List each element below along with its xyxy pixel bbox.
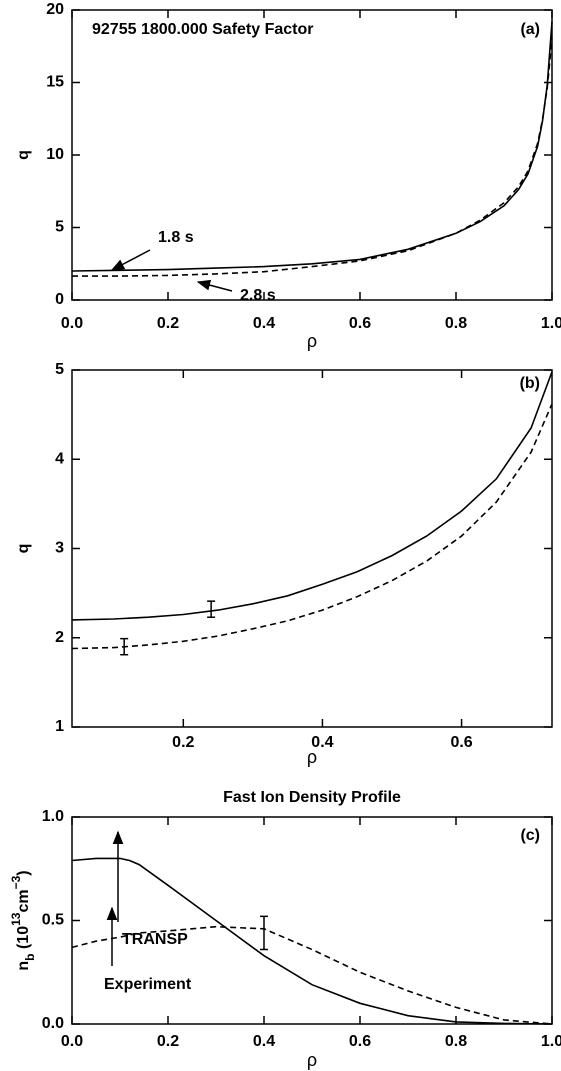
y-axis-label-part: cm — [15, 889, 32, 912]
panel-label: (a) — [520, 21, 540, 38]
x-tick-label: 0.8 — [445, 1033, 467, 1050]
series-line — [71, 21, 553, 272]
y-tick-label: 5 — [55, 219, 64, 236]
y-axis-label-part: n — [15, 961, 32, 971]
y-axis-label-part: ) — [15, 870, 32, 875]
error-bar — [120, 637, 129, 656]
x-tick-label: 0.6 — [349, 1033, 371, 1050]
y-tick-label: 0.5 — [42, 912, 64, 929]
error-bar — [207, 600, 216, 618]
x-tick-label: 0.2 — [157, 1033, 179, 1050]
annotation-arrow — [196, 279, 233, 292]
series-line — [71, 403, 553, 650]
y-tick-label: 3 — [55, 540, 64, 557]
y-tick-label: 0.0 — [42, 1015, 64, 1032]
x-axis-label: ρ — [307, 747, 317, 767]
y-axis-label-part: 13 — [9, 912, 23, 926]
y-tick-label: 2 — [55, 629, 64, 646]
x-tick-label: 0.6 — [349, 315, 371, 332]
panel-label: (c) — [520, 827, 540, 844]
series-label: 1.8 s — [158, 229, 194, 246]
series-label: Experiment — [104, 976, 192, 993]
y-axis-label: q — [15, 544, 32, 554]
y-tick-label: 5 — [55, 361, 64, 378]
x-tick-label: 1.0 — [541, 1033, 561, 1050]
x-axis-label: ρ — [307, 1050, 317, 1070]
x-axis-label: ρ — [307, 331, 317, 351]
plot-frame — [71, 9, 553, 301]
y-axis-label-part: (10 — [15, 926, 32, 954]
y-tick-label: 0 — [55, 291, 64, 308]
x-tick-label: 1.0 — [541, 315, 561, 332]
x-tick-label: 0.6 — [450, 734, 472, 751]
x-tick-label: 0.4 — [311, 734, 333, 751]
series-label: TRANSP — [122, 931, 188, 948]
panel-label: (b) — [520, 375, 540, 392]
plot-frame — [71, 369, 553, 728]
x-tick-label: 0.4 — [253, 1033, 275, 1050]
x-tick-label: 0.4 — [253, 315, 275, 332]
y-axis-label: q — [15, 150, 32, 160]
series-label: 2.8 s — [240, 287, 276, 304]
x-tick-label: 0.8 — [445, 315, 467, 332]
y-tick-label: 1 — [55, 718, 64, 735]
y-tick-label: 1.0 — [42, 808, 64, 825]
x-tick-label: 0.0 — [61, 315, 83, 332]
x-tick-label: 0.2 — [157, 315, 179, 332]
y-tick-label: 4 — [55, 450, 64, 467]
y-tick-label: 15 — [46, 74, 64, 91]
chart-title: Fast Ion Density Profile — [223, 789, 401, 806]
annotation-arrow — [110, 249, 151, 271]
y-tick-label: 20 — [46, 1, 64, 18]
series-line — [71, 925, 553, 1025]
series-line — [71, 857, 553, 1025]
y-axis-label: nb (1013cm−3) — [9, 870, 37, 970]
x-tick-label: 0.0 — [61, 1033, 83, 1050]
y-axis-label-part: −3 — [9, 875, 23, 889]
x-tick-label: 0.2 — [172, 734, 194, 751]
series-line — [72, 38, 553, 277]
series-line — [71, 371, 553, 621]
chart-title: 92755 1800.000 Safety Factor — [92, 21, 313, 38]
error-bar — [260, 915, 268, 951]
y-tick-label: 10 — [46, 146, 64, 163]
y-axis-label-part: b — [23, 953, 37, 960]
